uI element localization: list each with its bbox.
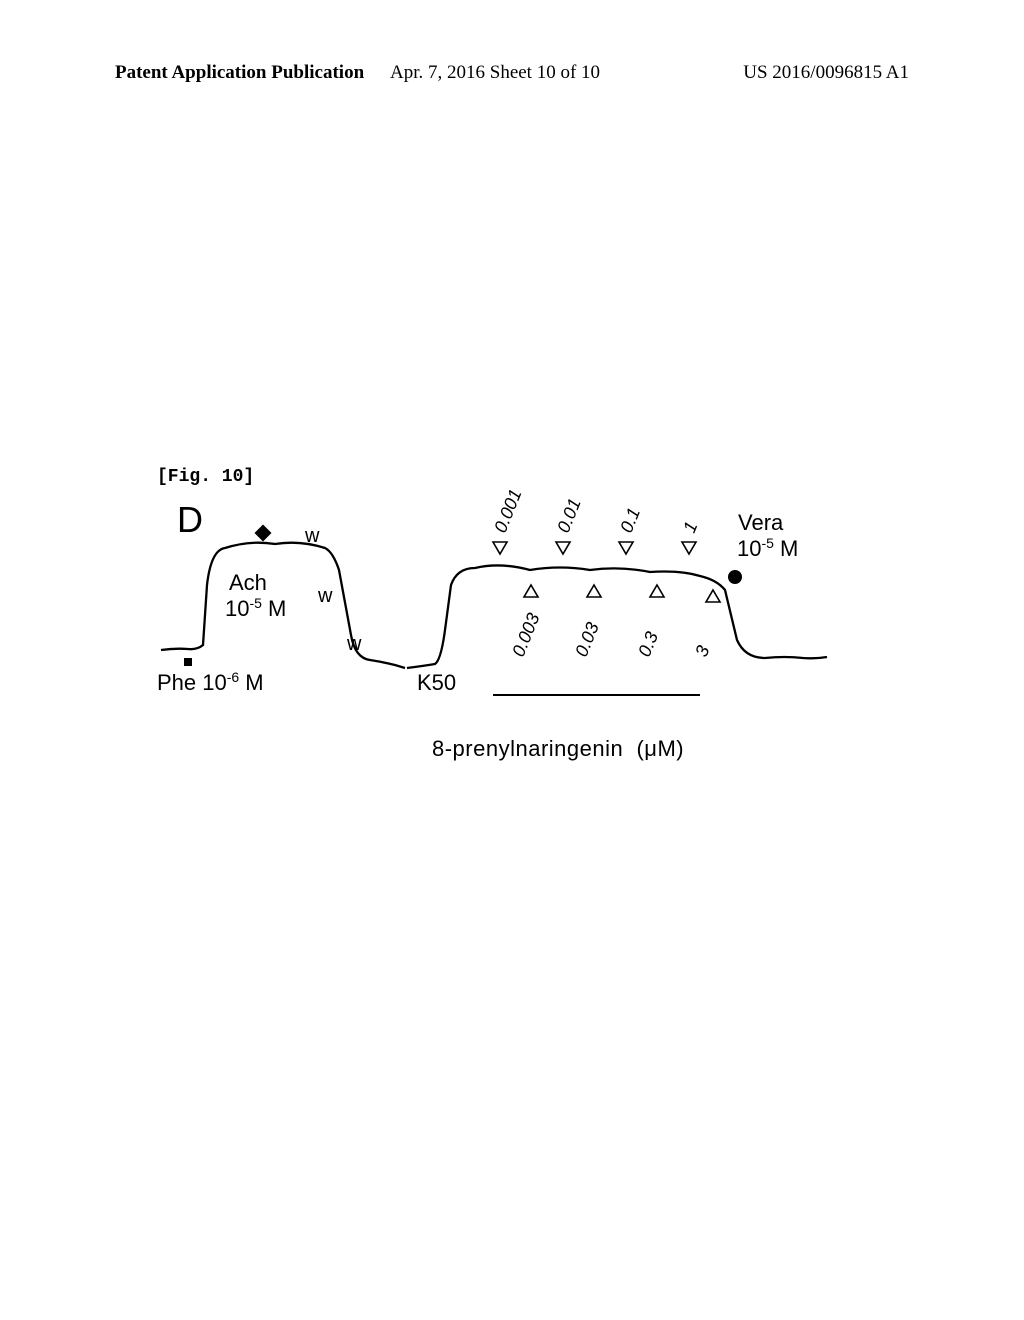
wash-label-2: w: [317, 585, 333, 607]
up-triangle-0: [524, 585, 538, 597]
dose-down-2: 0.1: [616, 505, 644, 536]
wash-label-1: w: [304, 525, 320, 547]
header-left: Patent Application Publication: [115, 62, 364, 84]
down-triangle-3: [682, 542, 696, 554]
panel-letter: D: [177, 499, 203, 540]
dose-down-0: 0.001: [490, 490, 525, 535]
dose-down-3: 1: [679, 519, 701, 536]
ach-marker-icon: [255, 525, 272, 542]
dose-down-1: 0.01: [553, 496, 585, 536]
up-triangle-2: [650, 585, 664, 597]
dose-up-3: 3: [691, 643, 713, 660]
compound-unit: (μM): [636, 736, 684, 761]
header-center: Apr. 7, 2016 Sheet 10 of 10: [390, 62, 600, 84]
ach-conc: 10-5 M: [225, 595, 286, 621]
header-right: US 2016/0096815 A1: [743, 62, 909, 84]
up-triangle-1: [587, 585, 601, 597]
figure-caption: [Fig. 10]: [157, 467, 254, 487]
dose-up-1: 0.03: [571, 620, 603, 660]
vera-conc: 10-5 M: [737, 535, 798, 561]
ach-label: Ach: [229, 570, 267, 595]
dose-up-0: 0.003: [508, 610, 543, 659]
down-triangle-0: [493, 542, 507, 554]
phe-label: Phe 10-6 M: [157, 669, 264, 695]
phe-marker-icon: [184, 658, 192, 666]
trace-right: [407, 565, 827, 668]
k50-label: K50: [417, 670, 456, 695]
physiological-trace-figure: D Phe 10-6 M Ach 10-5 M w w w K50: [155, 490, 835, 735]
up-triangle-3: [706, 590, 720, 602]
wash-label-3: w: [346, 633, 362, 655]
vera-marker-icon: [728, 570, 742, 584]
xaxis-label: 8-prenylnaringenin (μM): [432, 736, 684, 762]
down-triangle-2: [619, 542, 633, 554]
dose-up-2: 0.3: [634, 629, 662, 660]
vera-label: Vera: [738, 510, 784, 535]
down-triangle-1: [556, 542, 570, 554]
compound-name: 8-prenylnaringenin: [432, 736, 623, 761]
